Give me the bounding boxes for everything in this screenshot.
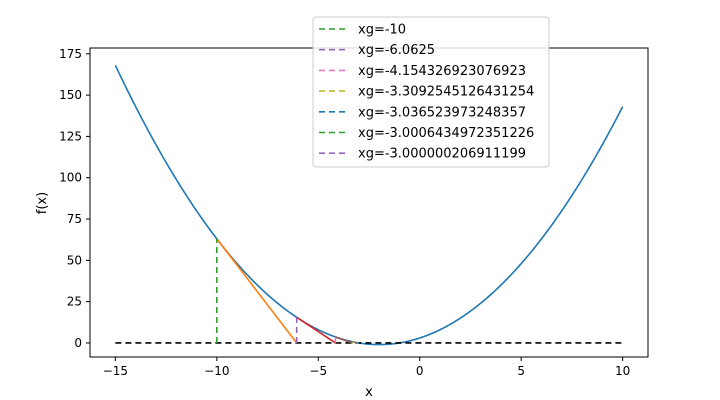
legend-label: xg=-3.3092545126431254: [358, 85, 534, 100]
legend-label: xg=-3.036523973248357: [358, 105, 526, 120]
legend-label: xg=-6.0625: [358, 43, 435, 58]
y-tick-label: 175: [59, 47, 82, 61]
y-tick-label: 50: [67, 253, 82, 267]
y-axis: 0 25 50 75 100 125 150 175: [59, 47, 90, 350]
legend-box: [312, 16, 550, 168]
tangent-segment: [335, 336, 353, 344]
legend-label: xg=-3.000000206911199: [358, 147, 526, 162]
legend-label: xg=-3.0006434972351226: [358, 126, 534, 141]
legend: xg=-10 xg=-6.0625 xg=-4.154326923076923 xg=…: [312, 16, 550, 168]
tangent-segment: [296, 316, 336, 344]
x-axis: −15 −10 −5 0 5 10: [103, 357, 630, 378]
data-layer: [114, 65, 624, 346]
y-tick-label: 100: [59, 171, 82, 185]
function-curve: [114, 65, 624, 346]
tangent-segment: [352, 340, 359, 344]
legend-label: xg=-10: [358, 23, 406, 38]
legend-label: xg=-4.154326923076923: [358, 64, 526, 79]
tangent-segment: [216, 238, 298, 344]
x-axis-label: x: [365, 385, 373, 400]
y-tick-label: 150: [59, 88, 82, 102]
x-tick-label: −15: [103, 364, 128, 378]
x-tick-label: −10: [204, 364, 229, 378]
x-tick-label: 10: [615, 364, 630, 378]
x-tick-label: 5: [517, 364, 525, 378]
x-tick-label: 0: [416, 364, 424, 378]
x-tick-label: −5: [309, 364, 327, 378]
plot-area: [89, 47, 649, 358]
y-tick-label: 75: [67, 212, 82, 226]
y-axis-label: f(x): [35, 192, 50, 214]
y-tick-label: 125: [59, 129, 82, 143]
y-tick-label: 0: [74, 336, 82, 350]
y-tick-label: 25: [67, 295, 82, 309]
